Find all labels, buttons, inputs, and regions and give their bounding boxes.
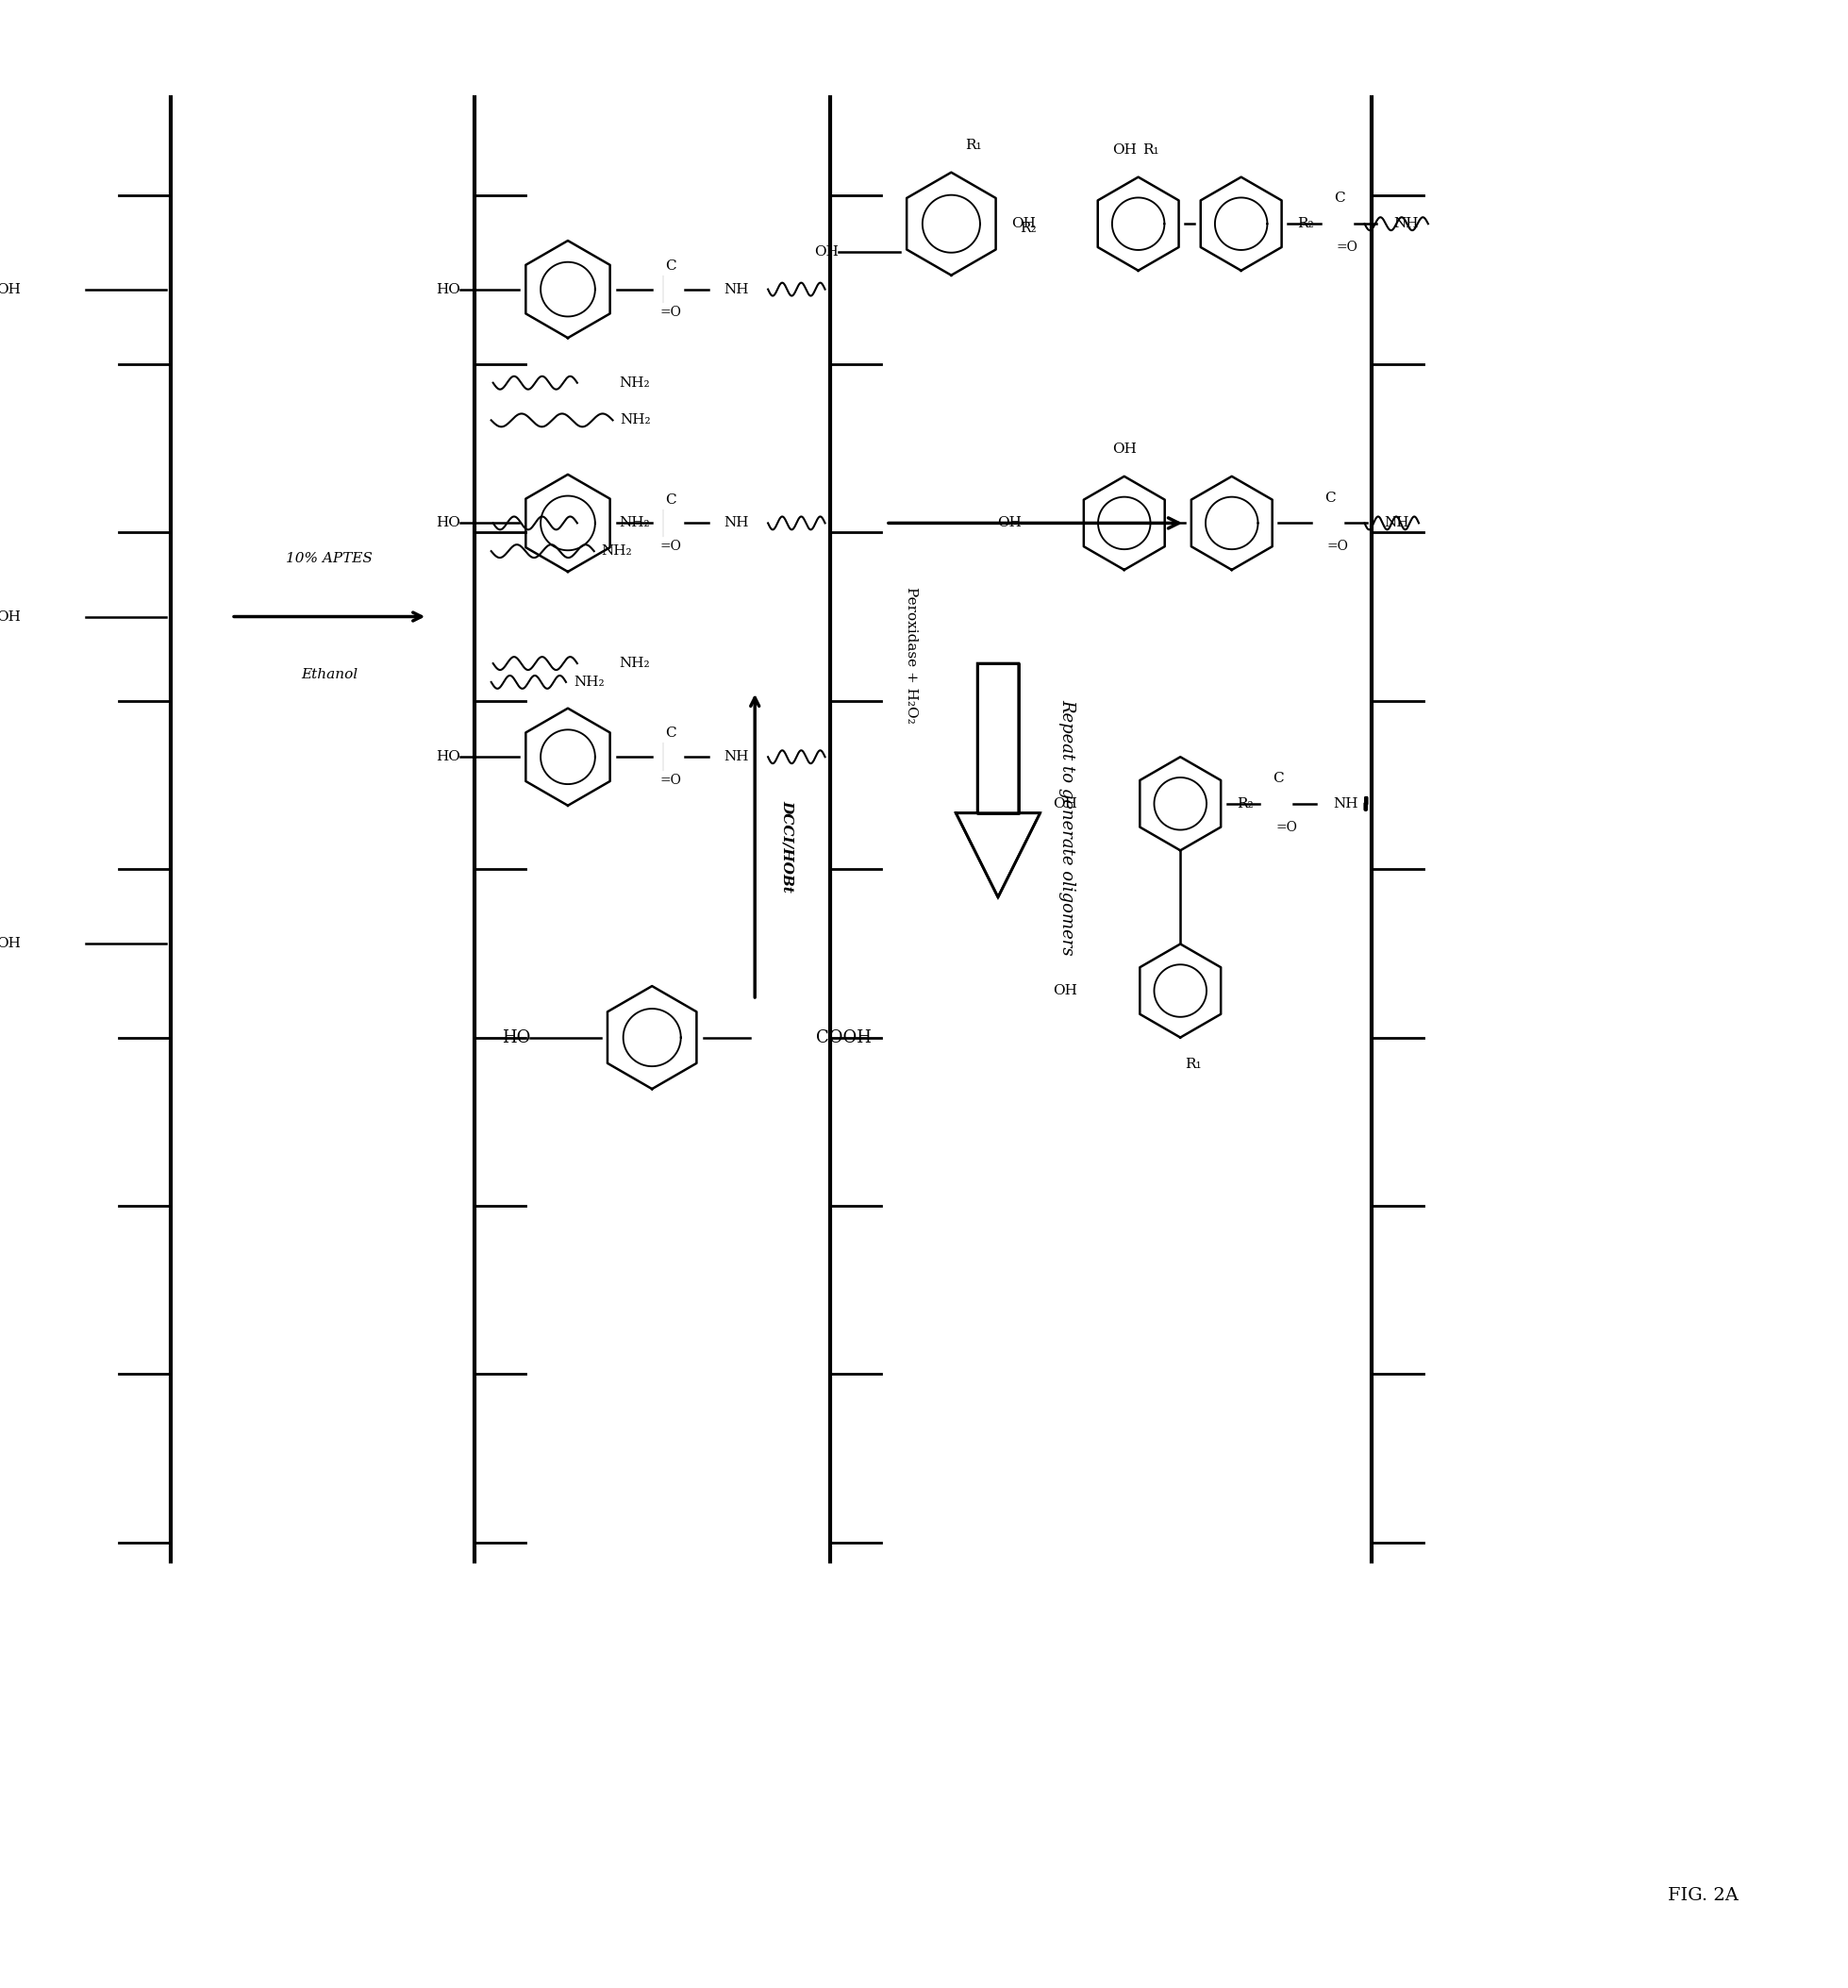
Text: =O: =O	[1327, 541, 1349, 553]
Text: HO: HO	[436, 517, 460, 529]
Text: OH: OH	[815, 245, 839, 258]
Text: HO: HO	[436, 749, 460, 763]
Text: NH: NH	[724, 282, 748, 296]
Text: =O: =O	[1336, 241, 1358, 254]
Text: =O: =O	[1275, 821, 1297, 833]
Text: Repeat to generate oligomers: Repeat to generate oligomers	[1059, 700, 1076, 954]
Text: R₂: R₂	[1236, 797, 1253, 811]
Text: OH: OH	[1112, 143, 1137, 157]
Text: FIG. 2A: FIG. 2A	[1667, 1887, 1739, 1905]
Text: C: C	[665, 728, 676, 740]
Text: NH₂: NH₂	[621, 414, 650, 427]
Text: NH: NH	[724, 517, 748, 529]
Text: OH: OH	[1053, 797, 1077, 811]
Text: OH: OH	[1053, 984, 1077, 998]
Text: NH: NH	[724, 749, 748, 763]
Text: C: C	[1334, 193, 1345, 205]
Text: OH: OH	[1112, 443, 1137, 455]
Polygon shape	[955, 664, 1040, 897]
Text: 10% APTES: 10% APTES	[286, 553, 373, 565]
Text: OH: OH	[0, 938, 20, 950]
Text: OH: OH	[0, 610, 20, 622]
Text: =O: =O	[660, 306, 682, 320]
Text: OH: OH	[1011, 217, 1035, 231]
Text: C: C	[1273, 771, 1284, 785]
Text: OH: OH	[0, 282, 20, 296]
Text: R₁: R₁	[965, 139, 981, 151]
Text: HO: HO	[436, 282, 460, 296]
Text: R₂: R₂	[1020, 223, 1037, 235]
Text: =O: =O	[660, 773, 682, 787]
Text: C: C	[1325, 491, 1336, 505]
Text: NH₂: NH₂	[619, 656, 650, 670]
Text: NH₂: NH₂	[601, 545, 632, 559]
Text: NH₂: NH₂	[619, 517, 650, 529]
Text: NH: NH	[1384, 517, 1410, 529]
Text: C: C	[665, 258, 676, 272]
Text: NH₂: NH₂	[619, 376, 650, 390]
Text: C: C	[665, 493, 676, 507]
Text: NH₂: NH₂	[573, 676, 604, 688]
Text: NH: NH	[1393, 217, 1419, 231]
Text: Ethanol: Ethanol	[301, 668, 359, 682]
Text: DCCI/HOBt: DCCI/HOBt	[782, 799, 795, 893]
Text: COOH: COOH	[815, 1030, 870, 1046]
Text: =O: =O	[660, 541, 682, 553]
Text: OH: OH	[996, 517, 1022, 529]
Text: R₂: R₂	[1297, 217, 1314, 231]
Text: R₁: R₁	[1185, 1058, 1201, 1072]
Text: HO: HO	[503, 1030, 530, 1046]
Text: NH: NH	[1332, 797, 1358, 811]
Text: Peroxidase + H₂O₂: Peroxidase + H₂O₂	[904, 586, 918, 724]
Text: R₁: R₁	[1142, 143, 1159, 157]
